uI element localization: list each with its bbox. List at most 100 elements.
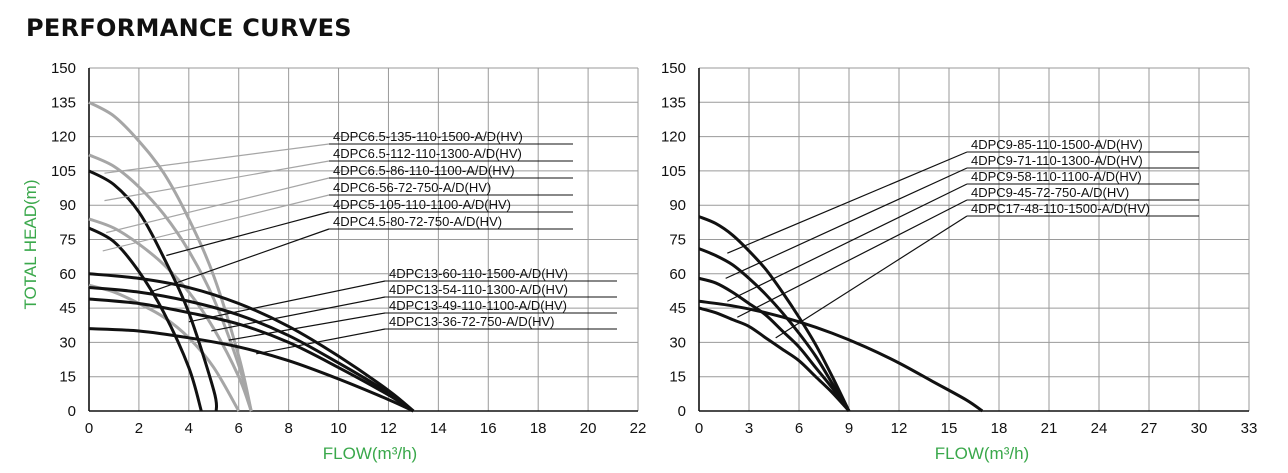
series-curve — [698, 247, 851, 412]
leader-line — [188, 280, 386, 323]
y-tick-label: 120 — [51, 129, 76, 146]
grid — [698, 67, 1250, 412]
leader-line — [228, 312, 386, 341]
x-tick-label: 6 — [795, 420, 803, 437]
series-curve — [88, 217, 253, 412]
series-curve — [88, 283, 241, 412]
leader-line — [775, 215, 968, 339]
series-curve — [88, 169, 219, 412]
y-tick-label: 105 — [51, 163, 76, 180]
chart-1: 0 2 4 6 8 10 12 14 16 18 20 22 0 15 30 45 60 75 90 105 120 13… — [21, 60, 646, 463]
series-curve — [88, 226, 203, 412]
series-curve — [88, 100, 253, 412]
leader-line — [106, 177, 330, 234]
series-curve — [698, 215, 851, 412]
y-tick-label: 0 — [678, 403, 686, 420]
series-label: 4DPC9-71-110-1300-A/D(HV) — [971, 153, 1143, 168]
series-curve — [88, 297, 415, 413]
x-tick-label: 0 — [695, 420, 703, 437]
x-tick-label: 24 — [1091, 420, 1108, 437]
series-label: 4DPC6.5-135-110-1500-A/D(HV) — [333, 129, 523, 144]
series-curve — [698, 276, 851, 412]
series-curve — [698, 306, 851, 413]
x-tick-label: 10 — [330, 420, 347, 437]
series-curve — [88, 153, 253, 412]
series-label: 4DPC6-56-72-750-A/D(HV) — [333, 180, 491, 195]
x-tick-label: 14 — [430, 420, 447, 437]
x-tick-label: 33 — [1241, 420, 1258, 437]
x-tick-label: 0 — [85, 420, 93, 437]
x-tick-label: 3 — [745, 420, 753, 437]
grid — [88, 67, 639, 412]
series-label: 4DPC6.5-86-110-1100-A/D(HV) — [333, 163, 515, 178]
series-label: 4DPC13-36-72-750-A/D(HV) — [389, 314, 554, 329]
y-tick-label: 150 — [51, 60, 76, 77]
y-tick-label: 75 — [59, 232, 76, 249]
leader-line — [727, 183, 968, 302]
y-tick-label: 45 — [59, 300, 76, 317]
series-curve — [88, 272, 415, 413]
x-tick-label: 21 — [1041, 420, 1058, 437]
y-tick-label: 30 — [59, 334, 76, 351]
leader-line — [102, 194, 330, 252]
y-tick-label: 15 — [669, 369, 686, 386]
y-tick-label: 75 — [669, 232, 686, 249]
x-tick-label: 2 — [135, 420, 143, 437]
x-tick-label: 18 — [530, 420, 547, 437]
series-label: 4DPC17-48-110-1500-A/D(HV) — [971, 201, 1150, 216]
y-tick-label: 150 — [661, 60, 686, 77]
x-tick-label: 18 — [991, 420, 1008, 437]
x-axis-label: FLOW(m³/h) — [323, 444, 417, 463]
x-tick-label: 16 — [480, 420, 497, 437]
x-tick-label: 9 — [845, 420, 853, 437]
leader-line — [211, 296, 386, 332]
y-tick-label: 90 — [59, 197, 76, 214]
y-tick-label: 120 — [661, 129, 686, 146]
leader-line — [166, 211, 330, 257]
leader-line — [104, 160, 330, 202]
x-tick-label: 12 — [891, 420, 908, 437]
series-label: 4DPC5-105-110-1100-A/D(HV) — [333, 197, 511, 212]
x-tick-label: 12 — [380, 420, 397, 437]
y-tick-label: 0 — [68, 403, 76, 420]
series-label: 4DPC9-45-72-750-A/D(HV) — [971, 185, 1129, 200]
series-label: 4DPC13-49-110-1100-A/D(HV) — [389, 298, 567, 313]
page-title: PERFORMANCE CURVES — [26, 14, 352, 42]
series-curve — [88, 327, 415, 413]
y-tick-label: 90 — [669, 197, 686, 214]
leader-line — [149, 228, 330, 293]
leader-line — [737, 199, 968, 318]
series-label: 4DPC6.5-112-110-1300-A/D(HV) — [333, 146, 522, 161]
series-label: 4DPC13-54-110-1300-A/D(HV) — [389, 282, 568, 297]
leader-line — [725, 167, 968, 279]
x-tick-label: 8 — [284, 420, 292, 437]
leader-line — [104, 143, 330, 174]
series-label: 4DPC13-60-110-1500-A/D(HV) — [389, 266, 568, 281]
series-label: 4DPC9-58-110-1100-A/D(HV) — [971, 169, 1142, 184]
x-tick-label: 20 — [580, 420, 597, 437]
y-tick-label: 45 — [669, 300, 686, 317]
series-curve — [698, 299, 984, 413]
x-tick-label: 15 — [941, 420, 958, 437]
chart-2: 0 3 6 9 12 15 18 21 24 27 30 33 0 15 30 45 60 75 90 105 120 1… — [661, 60, 1257, 463]
y-axis-label: TOTAL HEAD(m) — [21, 179, 40, 309]
x-tick-label: 27 — [1141, 420, 1158, 437]
y-tick-label: 135 — [51, 94, 76, 111]
leader-line — [727, 151, 968, 254]
series-curve — [88, 286, 415, 413]
y-tick-label: 15 — [59, 369, 76, 386]
x-axis-label: FLOW(m³/h) — [935, 444, 1029, 463]
series-label: 4DPC9-85-110-1500-A/D(HV) — [971, 137, 1143, 152]
y-tick-label: 105 — [661, 163, 686, 180]
x-tick-label: 22 — [630, 420, 647, 437]
leader-line — [256, 328, 386, 355]
y-tick-label: 60 — [669, 266, 686, 283]
x-tick-label: 4 — [185, 420, 193, 437]
x-tick-label: 6 — [235, 420, 243, 437]
y-tick-label: 60 — [59, 266, 76, 283]
x-tick-label: 30 — [1191, 420, 1208, 437]
series-label: 4DPC4.5-80-72-750-A/D(HV) — [333, 214, 502, 229]
y-tick-label: 135 — [661, 94, 686, 111]
y-tick-label: 30 — [669, 334, 686, 351]
